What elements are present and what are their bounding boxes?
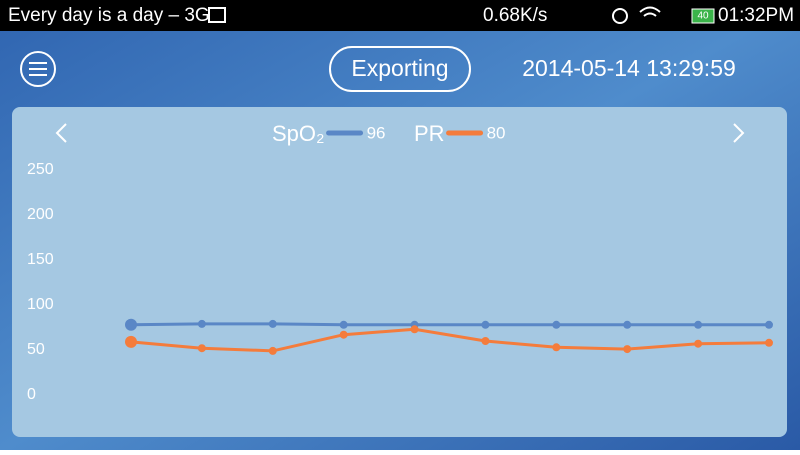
battery-icon: [691, 8, 715, 24]
legend-label: PR: [414, 121, 445, 146]
menu-button[interactable]: [20, 51, 56, 87]
battery-level: 40: [697, 11, 709, 22]
alarm-icon: [612, 8, 628, 24]
status-time: 01:32PM: [718, 5, 794, 26]
data-point: [197, 344, 206, 353]
chart-panel: [12, 107, 787, 437]
data-point: [481, 337, 490, 345]
data-point: [339, 320, 348, 329]
status-label: Exporting: [351, 55, 448, 81]
data-point: [481, 320, 490, 329]
y-tick-label: 250: [27, 161, 54, 178]
data-point: [765, 338, 773, 347]
plot: 0 50 100 150 200 250 SpO₂ 96 PR 80: [27, 121, 773, 403]
data-point: [552, 343, 561, 352]
y-tick-label: 200: [27, 206, 54, 223]
data-point: [552, 320, 561, 329]
data-point: [197, 319, 206, 328]
status-carrier: Every day is a day – 3G: [8, 5, 210, 26]
data-point: [694, 320, 703, 329]
legend-label: SpO₂: [272, 121, 325, 146]
y-tick-label: 50: [27, 341, 45, 358]
data-point: [268, 346, 277, 355]
data-point: [339, 330, 348, 339]
legend-value: 80: [487, 123, 506, 142]
data-point: [765, 320, 773, 329]
data-point: [623, 345, 632, 354]
data-point: [623, 320, 632, 329]
legend-value: 96: [367, 123, 386, 142]
data-point: [125, 318, 137, 331]
status-button[interactable]: [329, 46, 471, 92]
wifi-icon: [639, 6, 661, 17]
series-line: [130, 327, 770, 353]
y-tick-label: 150: [27, 251, 54, 268]
series-line: [130, 322, 769, 327]
y-tick-label: 0: [27, 386, 36, 403]
prev-button[interactable]: [55, 123, 67, 143]
data-point: [694, 339, 703, 348]
image-icon: [208, 7, 226, 23]
status-speed: 0.68K/s: [483, 5, 547, 26]
data-point: [268, 319, 277, 328]
status-bar: [0, 0, 800, 31]
next-button[interactable]: [733, 123, 745, 143]
data-point: [125, 335, 137, 348]
datetime: 2014-05-14 13:29:59: [522, 55, 736, 81]
data-point: [410, 325, 419, 334]
y-tick-label: 100: [27, 296, 54, 313]
